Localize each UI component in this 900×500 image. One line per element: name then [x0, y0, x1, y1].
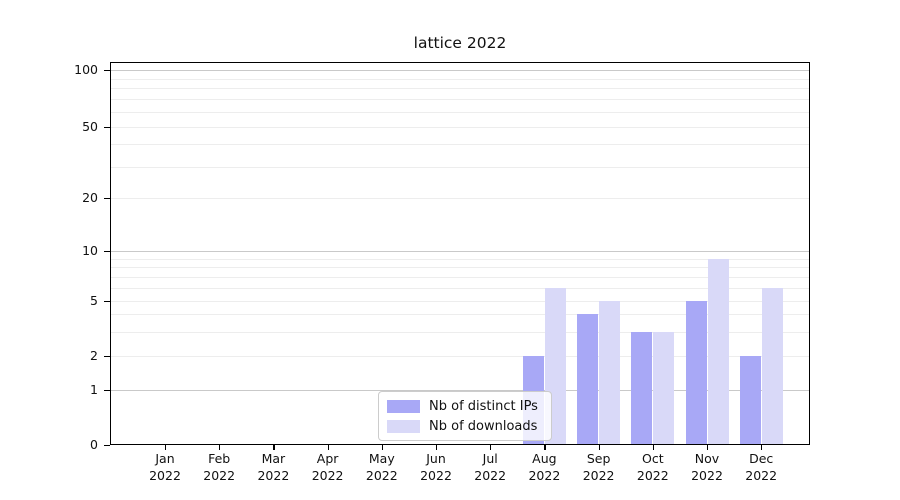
bar-distinct-ips-sep-2022 [577, 314, 599, 445]
x-axis-tick [219, 445, 221, 450]
y-axis-tick-label: 0 [90, 437, 98, 452]
x-axis-tick-label: Nov 2022 [691, 451, 723, 483]
y-axis-tick [104, 356, 110, 358]
bar-distinct-ips-dec-2022 [739, 356, 761, 445]
y-gridline-minor [111, 198, 809, 199]
y-gridline-minor [111, 144, 809, 146]
x-axis-tick [652, 445, 654, 450]
y-gridline-minor [111, 88, 809, 90]
x-axis-tick [273, 445, 275, 450]
x-axis-tick-label: Jun 2022 [420, 451, 452, 483]
x-axis-tick [544, 445, 546, 450]
y-gridline-major [111, 390, 809, 391]
x-axis-tick-label: Aug 2022 [528, 451, 561, 483]
x-axis-tick [598, 445, 600, 450]
x-axis-tick [490, 445, 492, 450]
x-axis-tick [381, 445, 383, 450]
legend: Nb of distinct IPs Nb of downloads [378, 391, 552, 441]
x-axis-tick [165, 445, 167, 450]
y-axis-tick-label: 20 [82, 190, 98, 205]
y-axis-tick-label: 5 [90, 293, 98, 308]
x-axis-tick-label: Dec 2022 [745, 451, 778, 483]
x-axis-tick-label: Oct 2022 [636, 451, 669, 483]
y-gridline-minor [111, 258, 809, 260]
legend-swatch-downloads [387, 420, 420, 433]
x-axis-tick [436, 445, 438, 450]
legend-label-distinct-ips: Nb of distinct IPs [429, 399, 538, 414]
x-axis-tick-label: Mar 2022 [257, 451, 290, 483]
y-gridline-minor [111, 99, 809, 101]
legend-entry-downloads: Nb of downloads [387, 419, 542, 434]
x-axis-tick [327, 445, 329, 450]
y-gridline-minor [111, 301, 809, 302]
y-gridline-minor [111, 331, 809, 333]
y-axis-tick-label: 2 [90, 348, 98, 363]
y-axis-tick-label: 10 [82, 243, 98, 258]
bar-downloads-dec-2022 [761, 287, 783, 445]
bar-distinct-ips-nov-2022 [685, 301, 707, 445]
x-axis-tick [707, 445, 709, 450]
x-axis-tick [761, 445, 763, 450]
y-axis-tick-label: 50 [82, 119, 98, 134]
y-axis-tick [104, 127, 110, 129]
y-gridline-minor [111, 127, 809, 128]
y-axis-tick [104, 445, 110, 447]
x-axis-tick-label: Apr 2022 [311, 451, 344, 483]
x-axis-tick-label: Jul 2022 [474, 451, 507, 483]
bar-downloads-sep-2022 [599, 301, 621, 445]
bar-downloads-nov-2022 [707, 258, 729, 445]
legend-entry-distinct-ips: Nb of distinct IPs [387, 399, 542, 414]
legend-swatch-distinct-ips [387, 400, 420, 413]
x-axis-tick-label: May 2022 [365, 451, 398, 483]
legend-label-downloads: Nb of downloads [429, 419, 538, 434]
y-axis-tick-label: 1 [90, 382, 98, 397]
y-axis-tick-label: 100 [74, 62, 98, 77]
y-axis-tick [104, 198, 110, 200]
y-gridline-minor [111, 287, 809, 289]
y-gridline-minor [111, 78, 809, 80]
x-axis-tick-label: Sep 2022 [582, 451, 615, 483]
y-gridline-major [111, 251, 809, 252]
y-gridline-major [111, 70, 809, 71]
y-gridline-minor [111, 356, 809, 357]
bar-distinct-ips-oct-2022 [631, 331, 653, 445]
y-gridline-minor [111, 314, 809, 316]
y-axis-tick [104, 301, 110, 303]
y-gridline-minor [111, 112, 809, 113]
chart-title: lattice 2022 [413, 34, 507, 52]
y-gridline-minor [111, 166, 809, 168]
x-axis-tick-label: Feb 2022 [203, 451, 236, 483]
y-axis-tick [104, 70, 110, 72]
y-axis-tick [104, 251, 110, 253]
y-gridline-minor [111, 276, 809, 278]
bar-downloads-oct-2022 [653, 331, 675, 445]
y-axis-tick [104, 390, 110, 392]
x-axis-tick-label: Jan 2022 [149, 451, 181, 483]
y-gridline-minor [111, 267, 809, 269]
